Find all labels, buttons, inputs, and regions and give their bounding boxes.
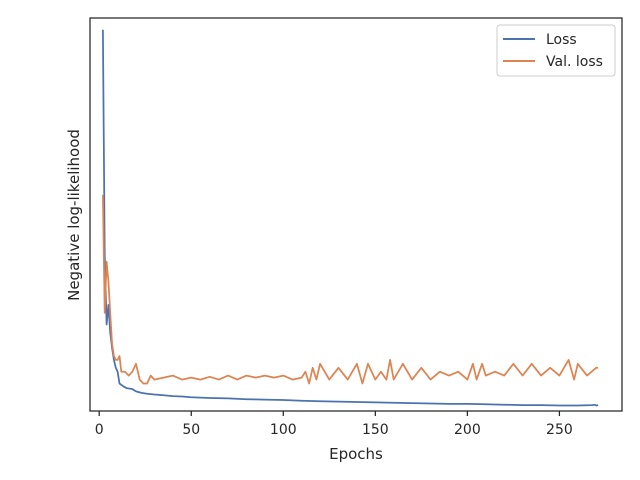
x-tick-label: 100 (270, 422, 297, 438)
legend-label-val-loss: Val. loss (546, 54, 603, 70)
series-line-loss (102, 29, 599, 407)
x-axis-ticks: 0 50 100 150 200 250 (95, 411, 573, 438)
series-layer (102, 29, 599, 407)
plot-area (89, 17, 623, 412)
x-tick-label: 250 (546, 422, 573, 438)
legend: Loss Val. loss (496, 24, 616, 77)
legend-label-loss: Loss (546, 32, 577, 48)
series-line-val-loss (102, 194, 599, 385)
x-axis-label: Epochs (329, 445, 383, 463)
x-tick-label: 200 (454, 422, 481, 438)
x-tick-label: 50 (182, 422, 200, 438)
y-axis-label: Negative log-likelihood (65, 129, 83, 301)
x-tick-label: 0 (95, 422, 104, 438)
legend-box (496, 24, 616, 77)
x-tick-label: 150 (362, 422, 389, 438)
